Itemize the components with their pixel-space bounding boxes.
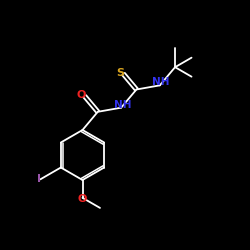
Text: NH: NH xyxy=(114,100,131,110)
Text: NH: NH xyxy=(152,77,170,87)
Text: O: O xyxy=(78,194,87,204)
Text: O: O xyxy=(76,90,86,100)
Text: I: I xyxy=(37,174,41,184)
Text: S: S xyxy=(116,68,124,78)
